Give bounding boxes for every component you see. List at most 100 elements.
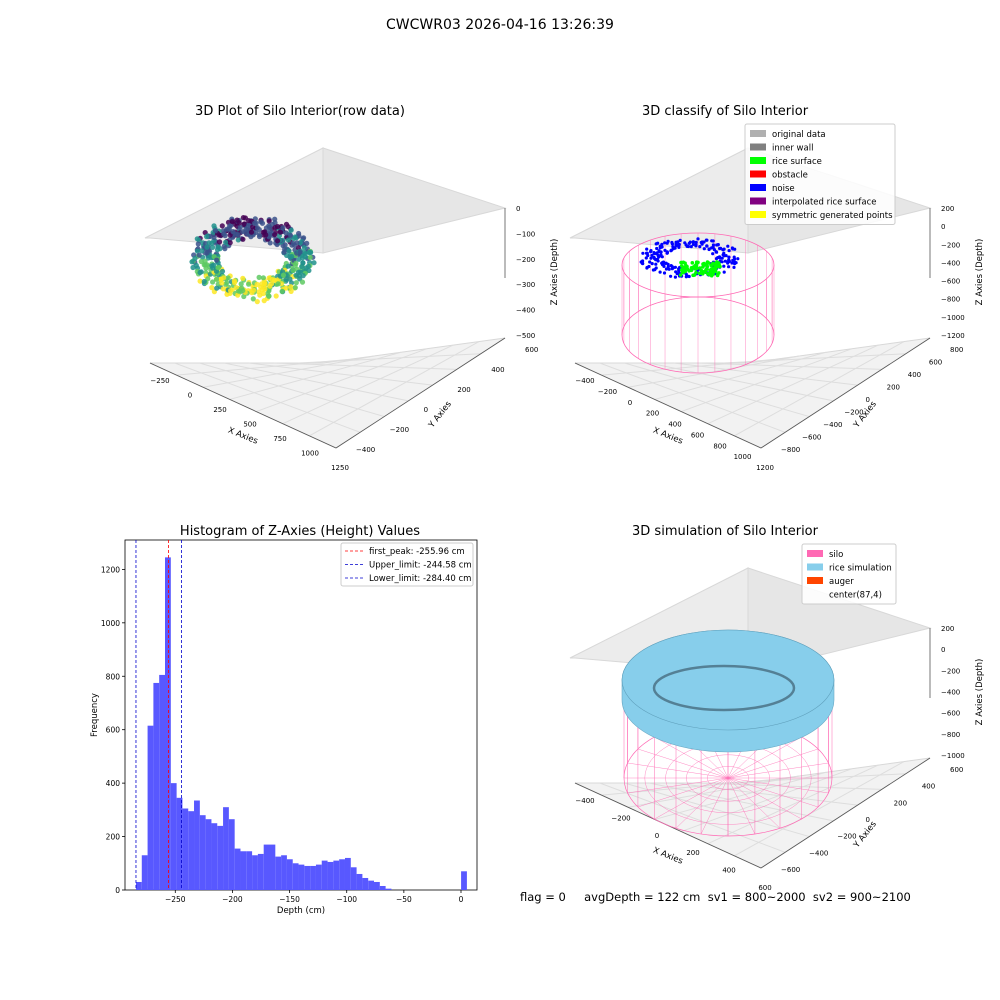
panel2-rice-point (707, 271, 712, 276)
panel1-point (194, 248, 201, 254)
panel2-x-tick-label: 600 (691, 431, 704, 439)
panel1-point (197, 269, 203, 276)
panel2-noise-point (651, 268, 656, 272)
panel1-point (275, 238, 281, 244)
panel1-z-tick-label: −300 (516, 281, 535, 289)
panel2-noise-point (689, 245, 693, 249)
panel2-noise-point (675, 272, 679, 276)
histogram-y-tick-label: 400 (106, 779, 121, 788)
panel2-noise-point (667, 267, 671, 271)
panel1-point (189, 259, 195, 265)
panel1-point (282, 246, 288, 252)
panel2-y-tick-label: −800 (781, 446, 800, 454)
panel2-noise-point (662, 264, 666, 268)
panel1-point (275, 281, 281, 287)
panel1-x-tick-label: 250 (213, 406, 226, 414)
panel1-point (260, 275, 266, 281)
panel2-rice-point (697, 271, 702, 276)
panel1-point (280, 225, 286, 231)
panel1-point (214, 285, 220, 291)
panel4-y-tick-label: 400 (922, 783, 935, 791)
panel2-rice-point (709, 267, 714, 271)
panel4-legend-swatch (807, 577, 823, 584)
panel2-legend-swatch (750, 184, 766, 191)
panel1-grid-line (309, 341, 480, 437)
panel2-x-tick-label: 0 (628, 399, 632, 407)
panel1-point (293, 260, 299, 266)
panel1-point (240, 236, 246, 242)
panel4-grid-line (599, 782, 786, 853)
panel1-z-tick-label: −100 (516, 230, 535, 238)
panel2-noise-point (707, 247, 711, 251)
panel2-noise-point (660, 245, 664, 249)
panel1-point (285, 263, 291, 269)
panel2-noise-point (664, 267, 669, 271)
panel2-noise-point (712, 248, 717, 252)
panel1-point (237, 224, 243, 230)
histogram-y-tick-label: 800 (106, 672, 121, 681)
histogram-bar (223, 807, 229, 890)
panel1-point (283, 230, 289, 236)
panel2-noise-point (694, 240, 698, 244)
panel4-legend-label: auger (829, 577, 854, 587)
panel1-grid-line (174, 362, 361, 433)
panel1-point (256, 274, 262, 280)
panel1-point (283, 285, 289, 291)
histogram-bar (362, 877, 369, 890)
histogram-bar (217, 825, 224, 890)
panel2-rice-point (701, 265, 705, 269)
panel1-point (262, 286, 268, 292)
panel1-point (195, 241, 201, 247)
panel1-point (282, 242, 288, 248)
panel2-rice-point (705, 264, 710, 269)
panel2-noise-point (666, 265, 670, 269)
panel1-x-tick-label: −250 (150, 377, 169, 385)
panel1-point (311, 260, 317, 266)
panel2-rice-point (709, 273, 714, 278)
histogram-bar (461, 871, 467, 890)
panel2-noise-point (731, 247, 735, 251)
panel1-point (250, 296, 256, 302)
panel4-grid-line (654, 771, 827, 820)
histogram-bar (257, 853, 264, 890)
panel2-noise-point (727, 255, 731, 259)
panel2-noise-point (691, 242, 696, 246)
panel4-silo-spoke (727, 748, 819, 779)
panel1-point (304, 240, 310, 246)
panel1-point (287, 232, 293, 238)
panel1-z-tick-label: 0 (516, 205, 520, 213)
histogram-bar (234, 848, 241, 890)
panel2-pane-floor (574, 337, 931, 449)
panel2-legend-label: interpolated rice surface (772, 198, 877, 208)
panel4-legend-label: silo (829, 550, 843, 560)
panel2-z-tick-label: −1200 (941, 332, 965, 340)
panel2-x-tick-label: −400 (575, 377, 594, 385)
panel2-rice-point (716, 261, 721, 265)
panel2-noise-point (688, 240, 692, 244)
panel4-grid-line (673, 782, 858, 806)
histogram-plot: −250 −200 −150 −100 −50 0 0 200 400 600 800 1000 120… (90, 539, 478, 916)
panel1-point (240, 215, 246, 221)
panel2-grid-line (624, 362, 810, 418)
panel2-z-tick-label: −1000 (941, 314, 965, 322)
panel4-x-axis-label: X Axies (651, 846, 684, 867)
panel4-grid-line (707, 764, 879, 845)
panel4-y-axis-line (760, 757, 931, 869)
panel2-noise-point (670, 242, 675, 246)
panel2-rice-point (678, 273, 683, 277)
panel4-x-tick-label: 600 (758, 884, 771, 892)
panel1-point (293, 280, 299, 286)
panel1-point (296, 230, 302, 237)
panel1-point (300, 273, 306, 279)
histogram-y-tick-label: 1000 (101, 619, 120, 628)
panel4-silo-spoke (727, 762, 829, 779)
histogram-bar (368, 880, 375, 890)
panel1-y-tick-label: 0 (424, 406, 428, 414)
panel2-z-tick-label: −200 (941, 241, 960, 249)
panel2-noise-point (702, 247, 706, 251)
panel4-y-tick-label: −400 (809, 849, 828, 857)
panel2-z-tick-label: −400 (941, 259, 960, 267)
panel1-y-axis-line (335, 337, 506, 449)
panel2-noise-point (662, 271, 667, 275)
panel2-x-tick-label: 1200 (756, 464, 774, 472)
